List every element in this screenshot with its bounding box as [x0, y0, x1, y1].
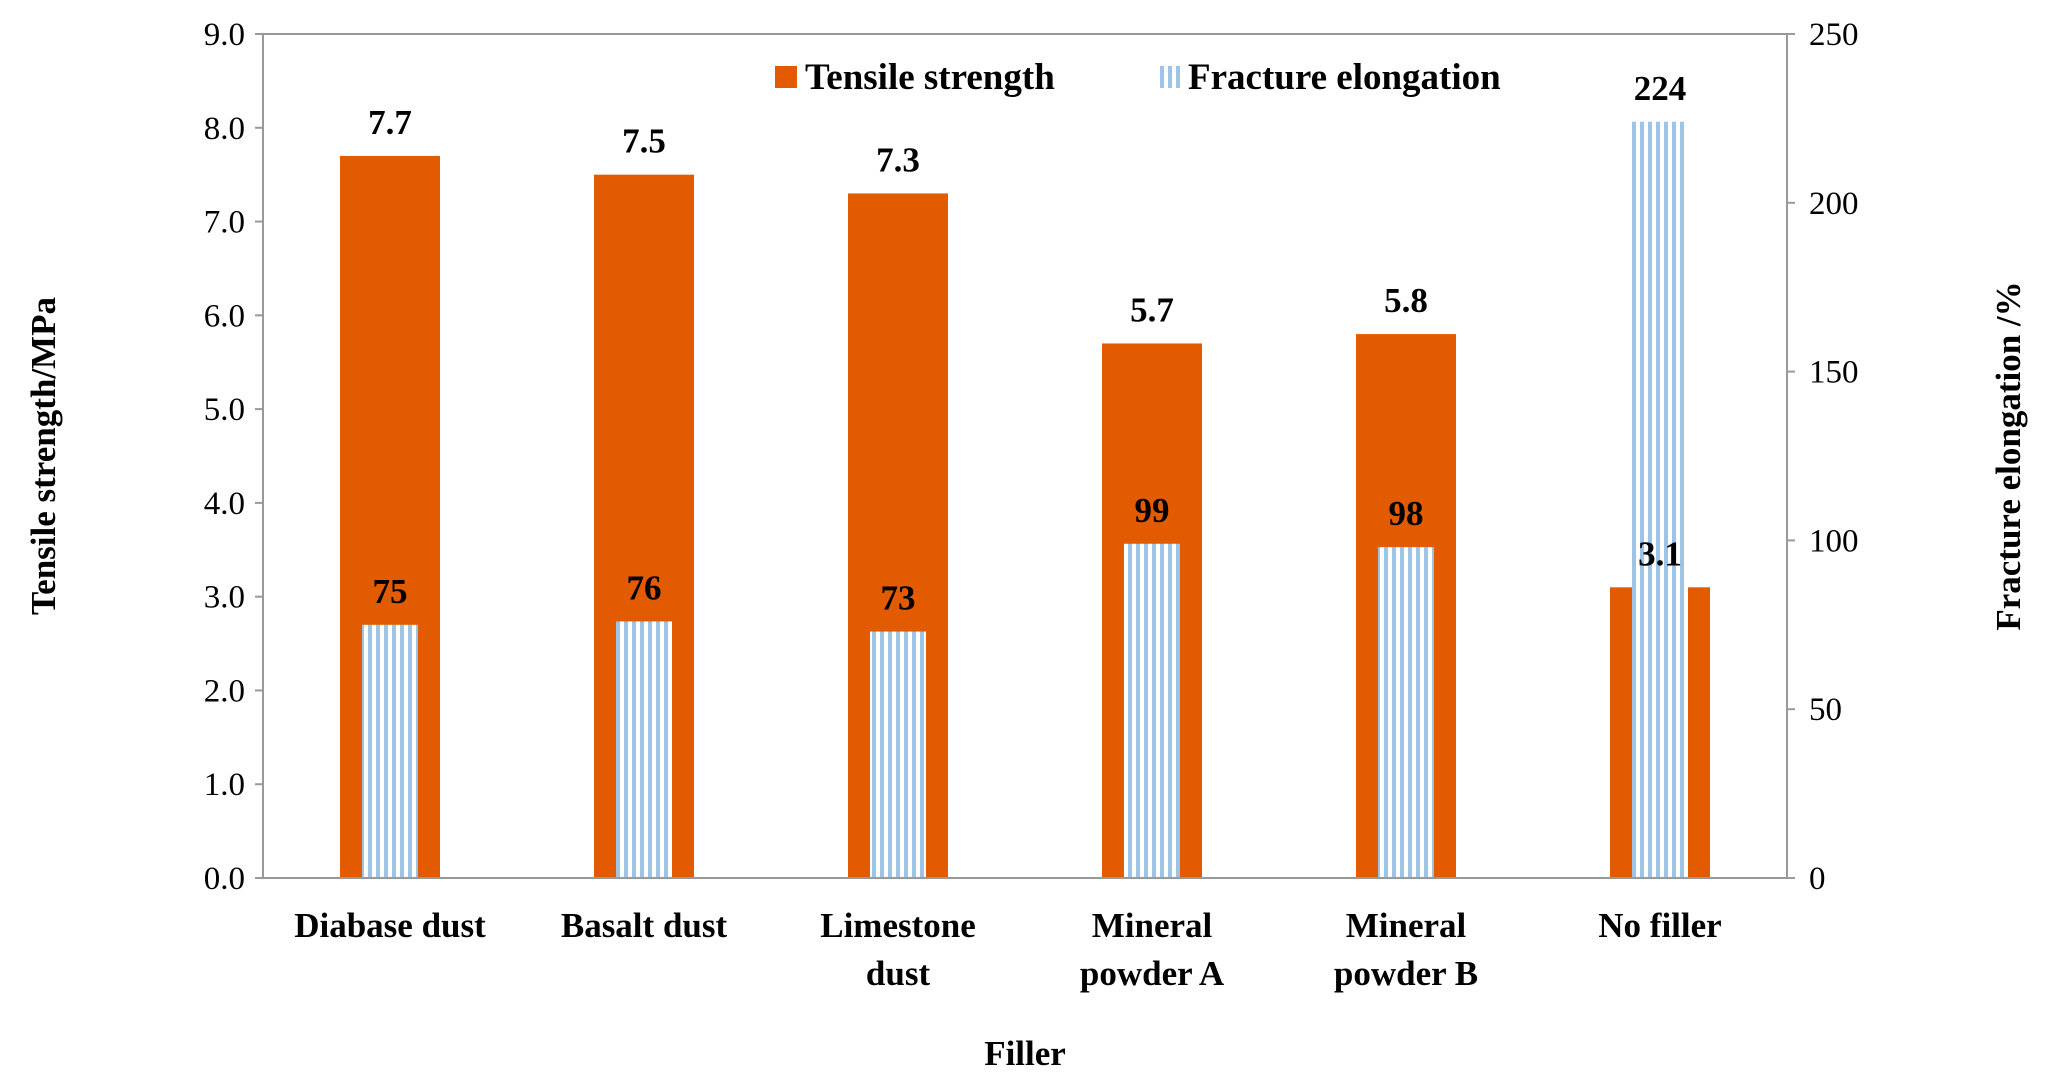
plot-area: [262, 33, 1788, 879]
y-tick-label-3-0: 3.0: [204, 580, 245, 616]
legend-swatch-tensile-strength: [775, 66, 797, 88]
y-tick-label-6-0: 6.0: [204, 298, 245, 334]
y-tick-label-7-0: 7.0: [204, 205, 245, 241]
category-label-basalt-dust: Basalt dust: [561, 906, 728, 945]
fracture-elongation-label-no-filler: 224: [1634, 69, 1687, 108]
y2-tick-label-250: 250: [1809, 17, 1859, 53]
y-tick-label-4-0: 4.0: [204, 486, 245, 522]
category-label-mineral-powder-b: Mineral powder B: [1334, 906, 1478, 993]
y2-tick-label-150: 150: [1809, 355, 1859, 391]
fracture-elongation-label-limestone-dust: 73: [881, 579, 916, 618]
fracture-elongation-label-mineral-powder-b: 98: [1389, 494, 1424, 533]
y2-tick-label-0: 0: [1809, 861, 1826, 897]
left-y-axis: 0.0 1.0 2.0 3.0 4.0 5.0 6.0 7.0 8.0 9.0: [204, 17, 263, 897]
category-label-mineral-powder-a: Mineral powder A: [1080, 906, 1225, 993]
tensile-strength-label-mineral-powder-a: 5.7: [1130, 290, 1174, 329]
fracture-elongation-label-basalt-dust: 76: [627, 568, 662, 607]
tensile-strength-label-diabase-dust: 7.7: [368, 103, 412, 142]
fracture-elongation-bar-limestone-dust: [870, 631, 926, 878]
legend-label-fracture-elongation: Fracture elongation: [1188, 57, 1501, 98]
y-tick-label-5-0: 5.0: [204, 392, 245, 428]
fracture-elongation-bar-no-filler: [1632, 121, 1688, 878]
tensile-strength-bars: [340, 155, 1710, 879]
tensile-strength-label-mineral-powder-b: 5.8: [1384, 281, 1428, 320]
fracture-elongation-bar-mineral-powder-a: [1124, 543, 1180, 878]
data-labels: 7.7 75 7.5 76 7.3 73 5.7 99 5.8 98 3.1 224: [368, 69, 1686, 618]
legend-swatch-fracture-elongation: [1159, 66, 1181, 88]
fracture-elongation-bar-diabase-dust: [362, 624, 418, 878]
fracture-elongation-bar-basalt-dust: [616, 621, 672, 878]
y2-tick-label-200: 200: [1809, 186, 1859, 222]
y2-axis-title: Fracture elongation /%: [1989, 281, 2028, 630]
x-axis: Diabase dust Basalt dust Limestone dust Mine…: [263, 877, 1787, 993]
category-label-no-filler: No filler: [1598, 906, 1721, 945]
y-tick-label-8-0: 8.0: [204, 111, 245, 147]
x-axis-title: Filler: [984, 1034, 1066, 1073]
plot-frame: [262, 33, 1788, 879]
y-tick-label-0-0: 0.0: [204, 861, 245, 897]
y-tick-label-2-0: 2.0: [204, 673, 245, 709]
legend-label-tensile-strength: Tensile strength: [805, 57, 1055, 98]
legend: Tensile strength Fracture elongation: [775, 57, 1501, 98]
tensile-strength-label-basalt-dust: 7.5: [622, 122, 666, 161]
y2-tick-label-50: 50: [1809, 692, 1842, 728]
tensile-strength-label-no-filler: 3.1: [1638, 534, 1682, 573]
fracture-elongation-bars: [362, 121, 1688, 878]
y-axis-title: Tensile strength/MPa: [24, 297, 63, 615]
tensile-strength-label-limestone-dust: 7.3: [876, 140, 920, 179]
fracture-elongation-label-mineral-powder-a: 99: [1135, 491, 1170, 530]
y-tick-label-1-0: 1.0: [204, 767, 245, 803]
fracture-elongation-bar-mineral-powder-b: [1378, 547, 1434, 878]
right-y-axis: 0 50 100 150 200 250: [1787, 17, 1859, 897]
fracture-elongation-label-diabase-dust: 75: [373, 572, 408, 611]
category-label-diabase-dust: Diabase dust: [294, 906, 486, 945]
y-tick-label-9-0: 9.0: [204, 17, 245, 53]
category-label-limestone-dust: Limestone dust: [820, 906, 976, 993]
y2-tick-label-100: 100: [1809, 523, 1859, 559]
